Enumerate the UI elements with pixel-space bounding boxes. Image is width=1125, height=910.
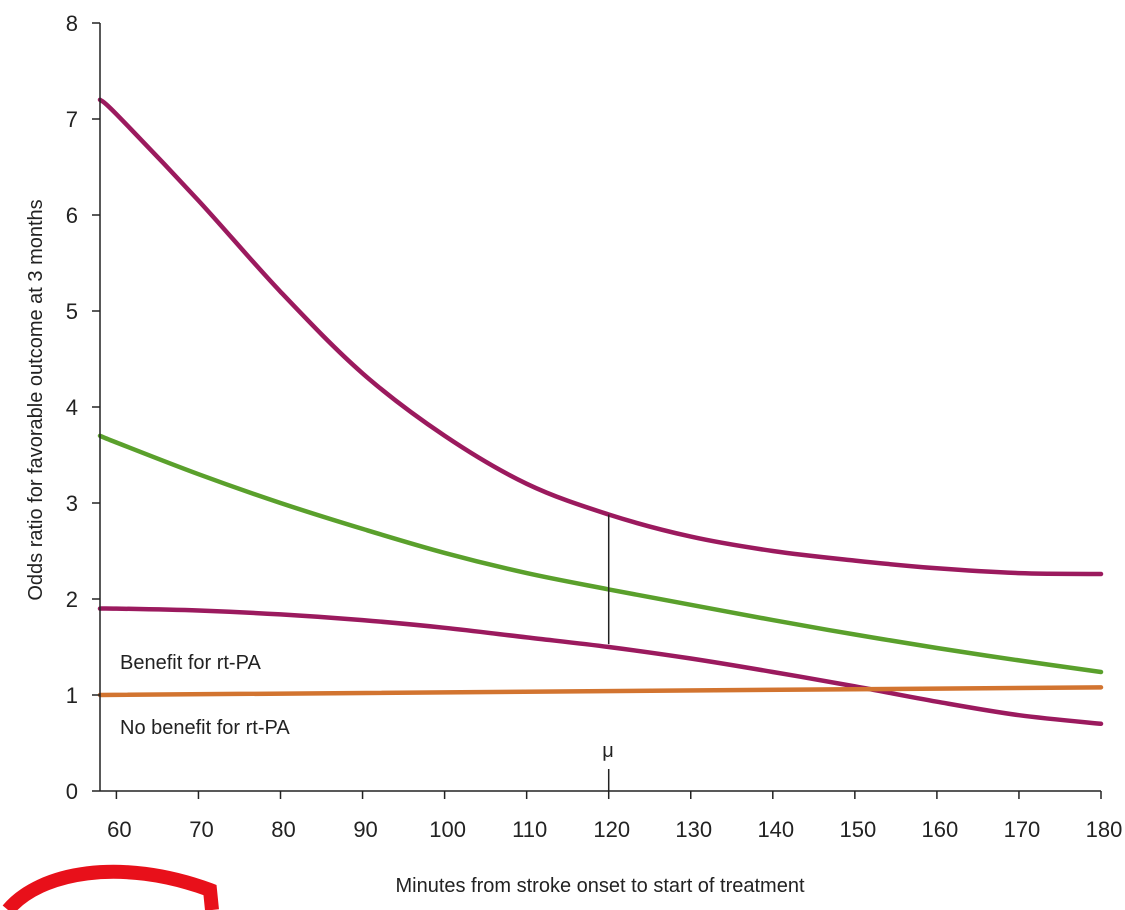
y-tick-label: 1 <box>66 683 78 708</box>
series-line-estimate <box>97 433 1104 675</box>
y-tick-label: 5 <box>66 299 78 324</box>
series-line-reference <box>97 685 1104 698</box>
y-tick-label: 7 <box>66 107 78 132</box>
x-tick-label: 80 <box>271 817 295 842</box>
plot-series-group <box>97 97 1104 727</box>
mu-annotation: μ <box>602 740 614 762</box>
y-tick-label: 3 <box>66 491 78 516</box>
x-tick-label: 120 <box>593 817 630 842</box>
benefit-annotation: Benefit for rt-PA <box>120 652 261 674</box>
red-arc-decoration <box>2 864 219 910</box>
no-benefit-annotation: No benefit for rt-PA <box>120 717 290 739</box>
x-tick-label: 170 <box>1004 817 1041 842</box>
axes-group: 60 70 80 90 100 110 120 130 140 150 160 170 180 0 1 2 3 4… <box>66 11 1123 842</box>
labels-group: Minutes from stroke onset to start of tr… <box>25 199 805 897</box>
y-axis-title: Odds ratio for favorable outcome at 3 mo… <box>25 199 47 600</box>
series-line-upper-bound <box>97 97 1104 577</box>
x-tick-label: 160 <box>922 817 959 842</box>
y-tick-label: 2 <box>66 587 78 612</box>
x-tick-label: 70 <box>189 817 213 842</box>
x-tick-label: 180 <box>1086 817 1123 842</box>
x-tick-label: 150 <box>839 817 876 842</box>
y-tick-label: 0 <box>66 779 78 804</box>
x-tick-label: 110 <box>512 817 547 842</box>
x-tick-label: 130 <box>675 817 712 842</box>
y-tick-label: 8 <box>66 11 78 36</box>
x-tick-label: 90 <box>353 817 377 842</box>
y-tick-label: 4 <box>66 395 78 420</box>
x-tick-label: 100 <box>429 817 466 842</box>
y-tick-label: 6 <box>66 203 78 228</box>
x-tick-label: 140 <box>757 817 794 842</box>
series-line-lower-bound <box>97 606 1104 727</box>
x-tick-label: 60 <box>107 817 131 842</box>
x-axis-title: Minutes from stroke onset to start of tr… <box>395 875 804 897</box>
